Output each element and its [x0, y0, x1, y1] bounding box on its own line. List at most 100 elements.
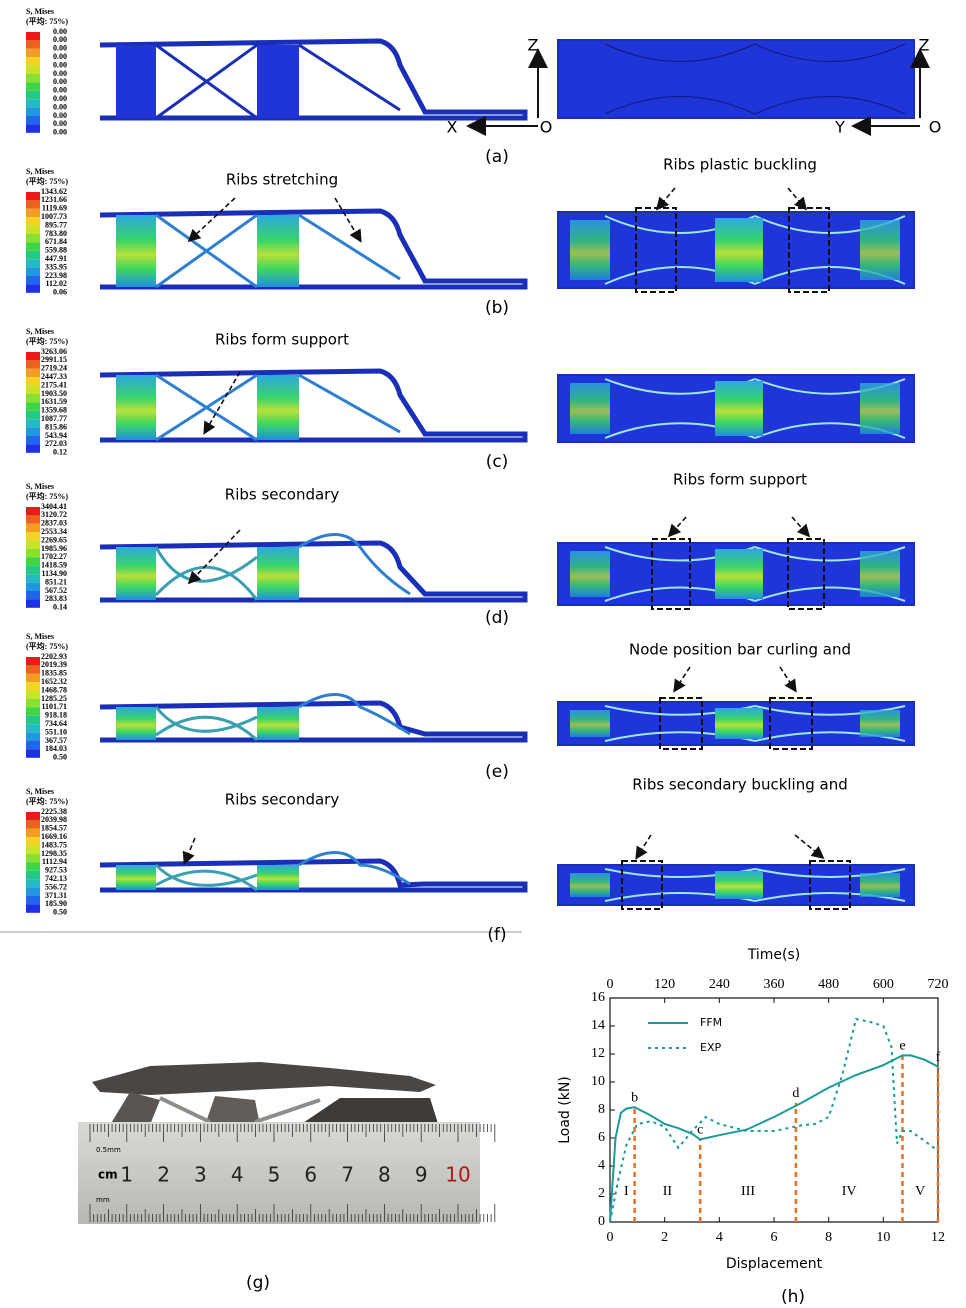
colorbar-band	[26, 32, 40, 40]
ruler-number: 5	[268, 1163, 281, 1187]
x-tick-label: 10	[876, 1230, 890, 1245]
left-rib	[156, 865, 257, 890]
axis-letter: X	[447, 118, 458, 137]
x-tick-label: 0	[607, 1230, 614, 1245]
legend-label: EXP	[700, 1041, 721, 1054]
colorbar-band	[26, 377, 40, 385]
legend-value: 0.06	[53, 288, 67, 297]
axis-letter: O	[540, 118, 553, 137]
legend-value: 0.12	[53, 448, 67, 457]
left-rib	[156, 547, 257, 600]
colorbar-band	[26, 49, 40, 57]
colorbar-band	[26, 99, 40, 107]
stress-patch	[860, 220, 900, 280]
colorbar-band	[26, 268, 40, 276]
legend-title: S, Mises	[26, 632, 54, 641]
panel-label: (f)	[487, 925, 506, 945]
figure: S, Mises(平均: 75%)0.000.000.000.000.000.0…	[0, 0, 966, 1308]
left-wall	[116, 375, 156, 440]
x2-tick-label: 720	[928, 977, 949, 992]
ruler-number: 7	[341, 1163, 354, 1187]
x2-tick-label: 240	[709, 977, 730, 992]
arrow	[335, 198, 360, 240]
colorbar-band	[26, 829, 40, 837]
ruler-number: 1	[120, 1163, 133, 1187]
colorbar-band	[26, 549, 40, 557]
panel-label: (g)	[246, 1273, 270, 1293]
colorbar-band	[26, 812, 40, 820]
colorbar-band	[26, 217, 40, 225]
left-wall	[116, 547, 156, 600]
y-tick-label: 4	[598, 1158, 605, 1173]
y-tick-label: 0	[598, 1214, 605, 1229]
colorbar-band	[26, 820, 40, 828]
arrow	[675, 667, 690, 690]
colorbar-band	[26, 436, 40, 444]
ruler-number: 8	[378, 1163, 391, 1187]
panel-label: (d)	[485, 608, 509, 628]
left-frame	[100, 543, 525, 600]
y-tick-label: 8	[598, 1102, 605, 1117]
ruler-number: 6	[304, 1163, 317, 1187]
y-tick-label: 16	[591, 990, 605, 1005]
colorbar-band	[26, 91, 40, 99]
arrow	[185, 838, 195, 862]
left-frame	[100, 861, 525, 890]
stage-region: I	[624, 1184, 629, 1199]
colorbar-band	[26, 524, 40, 532]
axis-letter: Y	[834, 118, 845, 137]
stage-region: II	[663, 1184, 673, 1199]
stage-point-label: b	[631, 1090, 638, 1105]
colorbar-band	[26, 116, 40, 124]
colorbar-band	[26, 57, 40, 65]
legend-title: S, Mises	[26, 482, 54, 491]
y-axis-title: Load (kN)	[557, 1076, 573, 1144]
axis-letter: Z	[919, 36, 930, 55]
legend-label: FFM	[700, 1016, 722, 1029]
ruler-unit: cm	[98, 1168, 118, 1182]
stress-patch	[570, 873, 610, 897]
ruler-number: 2	[157, 1163, 170, 1187]
colorbar-band	[26, 682, 40, 690]
plot-frame	[610, 998, 938, 1222]
legend-subtitle: (平均: 75%)	[26, 16, 68, 26]
x2-tick-label: 600	[873, 977, 894, 992]
stress-patch	[715, 871, 763, 899]
stage-point-label: d	[792, 1086, 799, 1101]
axis-letter: O	[929, 118, 942, 137]
annotation: Ribs secondary buckling and	[632, 776, 848, 794]
legend-value: 0.00	[53, 128, 67, 137]
stress-patch	[860, 710, 900, 737]
arrow	[788, 188, 805, 208]
colorbar-band	[26, 82, 40, 90]
legend-subtitle: (平均: 75%)	[26, 641, 68, 651]
colorbar-band	[26, 591, 40, 599]
legend-subtitle: (平均: 75%)	[26, 491, 68, 501]
x2-axis-title: Time(s)	[747, 947, 800, 963]
colorbar-band	[26, 846, 40, 854]
annotation: Ribs form support	[673, 471, 807, 489]
colorbar-band	[26, 557, 40, 565]
legend-value: 0.50	[53, 908, 67, 917]
axis-letter: Z	[528, 36, 539, 55]
arrow	[637, 835, 651, 857]
colorbar-band	[26, 226, 40, 234]
colorbar-band	[26, 707, 40, 715]
colorbar-band	[26, 192, 40, 200]
panel-label: (b)	[485, 298, 509, 318]
stage-point-label: f	[936, 1050, 941, 1065]
ruler-number: 4	[231, 1163, 244, 1187]
legend-title: S, Mises	[26, 327, 54, 336]
x2-tick-label: 0	[607, 977, 614, 992]
colorbar-band	[26, 108, 40, 116]
colorbar-band	[26, 724, 40, 732]
x-tick-label: 12	[931, 1230, 945, 1245]
y-tick-label: 14	[591, 1018, 605, 1033]
colorbar-band	[26, 259, 40, 267]
arrow	[670, 517, 686, 535]
stress-patch	[570, 551, 610, 597]
left-wall	[257, 547, 299, 600]
left-wall	[116, 707, 156, 740]
x-tick-label: 6	[771, 1230, 778, 1245]
stress-patch	[715, 549, 763, 599]
